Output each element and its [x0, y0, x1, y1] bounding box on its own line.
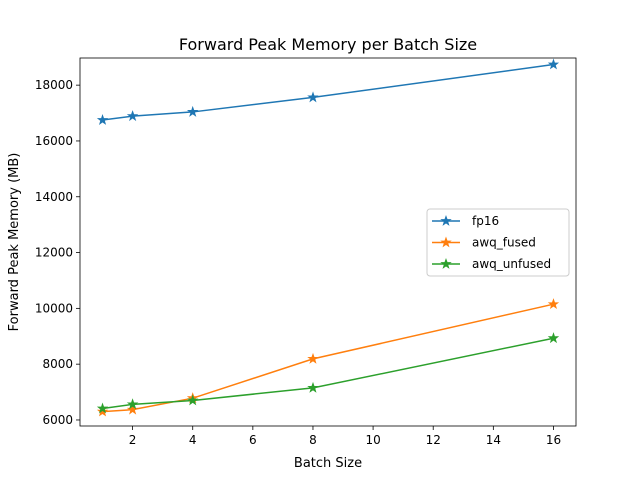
x-tick-label: 10: [365, 433, 380, 447]
x-tick-label: 12: [426, 433, 441, 447]
y-tick-label: 14000: [35, 190, 73, 204]
x-axis-label: Batch Size: [294, 456, 362, 471]
data-point: [126, 398, 139, 410]
y-tick-label: 16000: [35, 134, 73, 148]
data-point: [307, 91, 319, 103]
legend: fp16 awq_fused awq_unfused: [426, 208, 570, 277]
legend-marker: [440, 258, 452, 269]
x-tick-label: 16: [546, 433, 561, 447]
legend-marker: [440, 236, 452, 248]
data-point: [307, 352, 319, 364]
x-tick-label: 14: [486, 433, 501, 447]
y-tick-label: 10000: [35, 301, 73, 315]
series-line: [102, 63, 554, 121]
data-point: [186, 105, 199, 117]
x-tick-label: 6: [249, 433, 257, 447]
legend-label: awq_unfused: [472, 257, 551, 271]
y-tick-label: 18000: [35, 78, 73, 92]
x-tick-label: 4: [189, 433, 197, 447]
series-awq_unfused: [96, 332, 560, 414]
legend-label: awq_fused: [472, 236, 536, 250]
data-point: [96, 113, 109, 125]
legend-box: [426, 208, 570, 277]
y-tick-label: 12000: [35, 246, 73, 260]
data-point: [547, 58, 560, 70]
y-axis-label: Forward Peak Memory (MB): [7, 153, 22, 332]
series-line: [102, 337, 554, 410]
y-tick-label: 6000: [42, 413, 73, 427]
data-point: [96, 405, 109, 417]
data-point: [547, 298, 560, 310]
x-tick-label: 2: [129, 433, 137, 447]
series-awq_fused: [96, 298, 560, 417]
data-point: [547, 332, 560, 344]
data-point: [96, 402, 109, 414]
data-point: [307, 381, 319, 393]
legend-marker: [440, 215, 452, 226]
plot-frame: [79, 57, 577, 427]
series-line: [102, 303, 554, 413]
series-fp16: [96, 58, 560, 125]
y-tick-label: 8000: [42, 357, 73, 371]
legend-label: fp16: [472, 214, 499, 228]
data-point: [186, 394, 199, 406]
chart-title: Forward Peak Memory per Batch Size: [179, 35, 477, 54]
x-tick-label: 8: [309, 433, 317, 447]
data-point: [126, 110, 139, 122]
